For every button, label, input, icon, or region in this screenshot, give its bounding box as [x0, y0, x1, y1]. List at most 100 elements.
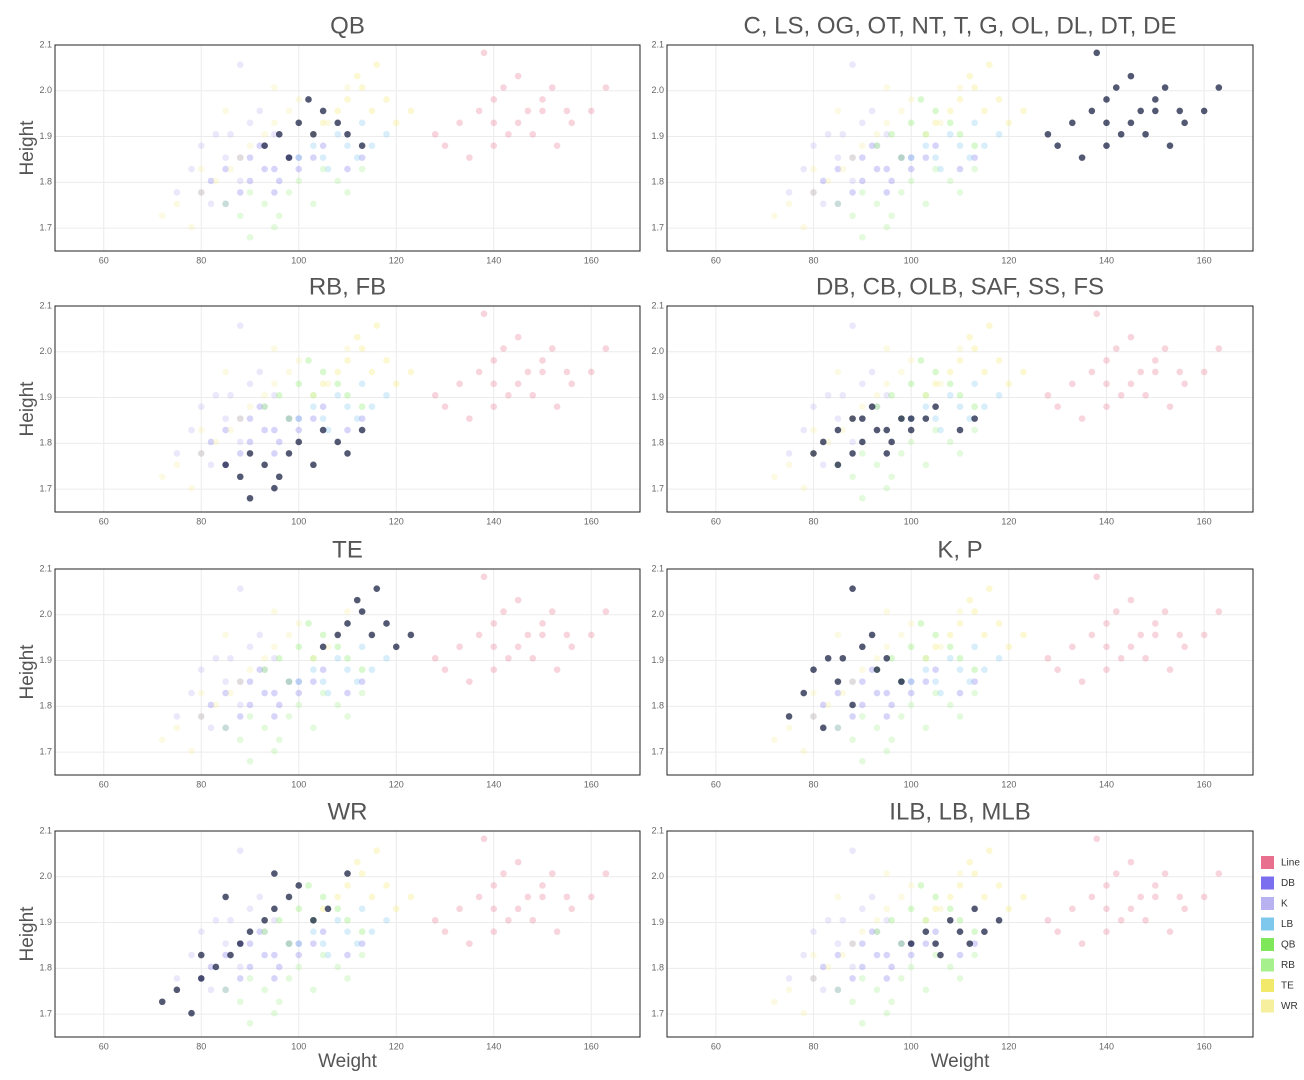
plot-border [54, 305, 641, 513]
point [197, 403, 205, 411]
point [971, 345, 978, 352]
point [236, 450, 244, 457]
point [1088, 893, 1096, 901]
point [227, 165, 234, 173]
point [295, 357, 303, 364]
point [873, 951, 881, 959]
point [295, 415, 303, 422]
point [971, 940, 978, 947]
x-tick-label: 120 [389, 516, 404, 526]
point [222, 200, 229, 208]
point [946, 905, 954, 913]
point [271, 643, 278, 651]
point [824, 916, 832, 924]
y-tick-label: 1.7 [39, 483, 52, 493]
point [353, 333, 361, 341]
point [227, 426, 234, 434]
point [956, 403, 964, 411]
highlight-point [358, 142, 366, 150]
x-tick-label: 100 [904, 516, 919, 526]
point [810, 426, 817, 434]
highlight-point [981, 928, 988, 936]
point [271, 1009, 278, 1017]
highlight-point [222, 893, 229, 901]
point [212, 130, 220, 138]
point [981, 142, 988, 150]
point [490, 119, 498, 127]
highlight-point [285, 893, 293, 901]
highlight-point [1054, 142, 1061, 150]
x-tick-label: 100 [291, 516, 306, 526]
point [373, 322, 381, 329]
point [907, 620, 915, 627]
point [859, 678, 866, 685]
point [819, 963, 827, 971]
point [324, 165, 332, 173]
point [271, 426, 278, 434]
point [956, 130, 964, 138]
x-tick-label: 60 [711, 779, 721, 789]
point [344, 426, 351, 434]
highlight-point [1117, 130, 1125, 138]
point [466, 154, 473, 161]
point [500, 870, 507, 877]
highlight-point [285, 450, 293, 457]
point [834, 724, 842, 732]
point [1069, 905, 1076, 913]
x-tick-label: 140 [1099, 255, 1114, 265]
point [834, 368, 842, 376]
point [256, 666, 264, 674]
y-tick-label: 2.1 [651, 39, 664, 49]
point [888, 177, 895, 185]
highlight-point [898, 415, 905, 422]
point [771, 736, 778, 744]
point [859, 189, 866, 196]
point [310, 666, 317, 674]
point [383, 357, 390, 364]
point [956, 620, 964, 627]
point [971, 951, 978, 959]
point [1112, 608, 1120, 615]
point [587, 368, 595, 376]
point [922, 391, 930, 399]
point [256, 107, 264, 115]
point [956, 870, 964, 877]
point [1054, 928, 1061, 936]
point [456, 119, 463, 127]
point [937, 689, 944, 697]
plot-border [666, 568, 1254, 776]
point [431, 391, 439, 399]
point [246, 713, 254, 720]
point [358, 119, 366, 127]
x-tick-label: 140 [486, 516, 501, 526]
point [1103, 643, 1110, 651]
point [883, 119, 891, 127]
point [956, 84, 964, 91]
highlight-point [334, 119, 342, 127]
legend-label: LB [1281, 919, 1294, 930]
highlight-point [834, 678, 842, 685]
point [907, 165, 915, 173]
y-tick-label: 1.8 [39, 177, 52, 187]
point [839, 165, 847, 173]
point [1181, 643, 1188, 651]
point [344, 928, 351, 936]
point [834, 940, 842, 947]
point [353, 415, 361, 422]
point [971, 666, 978, 674]
point [1152, 357, 1159, 364]
point [849, 154, 856, 161]
point [514, 643, 522, 651]
point [1166, 928, 1174, 936]
point [1103, 928, 1110, 936]
point [358, 403, 366, 411]
point [922, 916, 930, 924]
point [261, 200, 268, 208]
point [353, 154, 361, 161]
point [358, 870, 366, 877]
x-tick-label: 140 [1099, 1041, 1114, 1051]
point [1117, 916, 1125, 924]
point [1166, 666, 1174, 674]
point [188, 484, 195, 492]
point [1044, 654, 1052, 662]
